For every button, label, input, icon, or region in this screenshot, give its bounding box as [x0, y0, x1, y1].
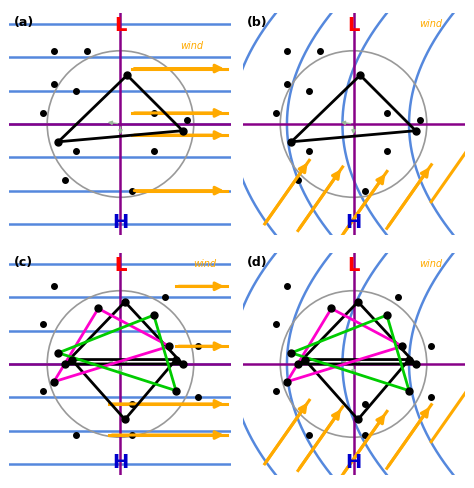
Text: H: H [346, 453, 362, 471]
Text: L: L [114, 17, 127, 35]
Text: L: L [347, 256, 360, 275]
Text: wind: wind [180, 41, 203, 51]
Text: wind: wind [419, 19, 443, 29]
Text: H: H [346, 213, 362, 232]
Text: L: L [114, 256, 127, 275]
Text: (c): (c) [14, 256, 33, 269]
Text: (b): (b) [247, 17, 268, 29]
Text: wind: wind [419, 259, 443, 269]
Text: L: L [114, 256, 127, 275]
Text: L: L [347, 17, 360, 35]
Text: H: H [112, 453, 128, 471]
Text: H: H [112, 213, 128, 232]
Text: wind: wind [193, 259, 216, 269]
Text: (a): (a) [14, 17, 34, 29]
Text: (d): (d) [247, 256, 268, 269]
